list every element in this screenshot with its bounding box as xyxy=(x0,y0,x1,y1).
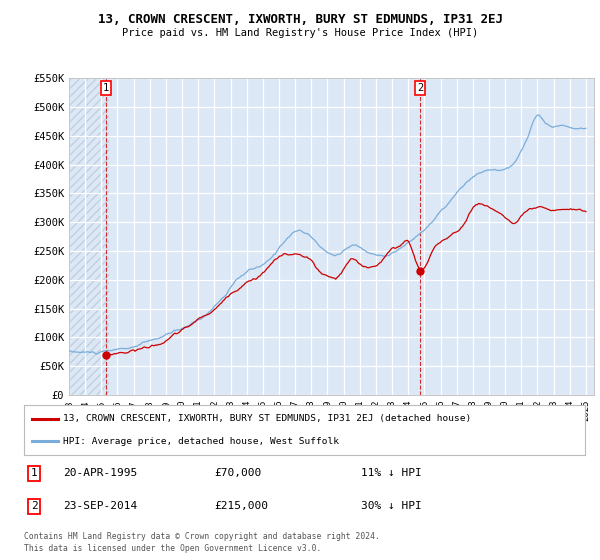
Text: 13, CROWN CRESCENT, IXWORTH, BURY ST EDMUNDS, IP31 2EJ (detached house): 13, CROWN CRESCENT, IXWORTH, BURY ST EDM… xyxy=(63,414,472,423)
Text: 13, CROWN CRESCENT, IXWORTH, BURY ST EDMUNDS, IP31 2EJ: 13, CROWN CRESCENT, IXWORTH, BURY ST EDM… xyxy=(97,13,503,26)
Text: 2: 2 xyxy=(31,501,37,511)
Text: 11% ↓ HPI: 11% ↓ HPI xyxy=(361,468,421,478)
Text: Price paid vs. HM Land Registry's House Price Index (HPI): Price paid vs. HM Land Registry's House … xyxy=(122,28,478,38)
Text: This data is licensed under the Open Government Licence v3.0.: This data is licensed under the Open Gov… xyxy=(24,544,322,553)
Text: £215,000: £215,000 xyxy=(215,501,269,511)
Text: 2: 2 xyxy=(417,83,423,93)
Text: 30% ↓ HPI: 30% ↓ HPI xyxy=(361,501,421,511)
Text: HPI: Average price, detached house, West Suffolk: HPI: Average price, detached house, West… xyxy=(63,437,339,446)
Text: 1: 1 xyxy=(31,468,37,478)
Text: 1: 1 xyxy=(103,83,109,93)
Bar xyxy=(69,78,109,395)
Text: 23-SEP-2014: 23-SEP-2014 xyxy=(63,501,137,511)
Text: Contains HM Land Registry data © Crown copyright and database right 2024.: Contains HM Land Registry data © Crown c… xyxy=(24,532,380,541)
Text: £70,000: £70,000 xyxy=(215,468,262,478)
Text: 20-APR-1995: 20-APR-1995 xyxy=(63,468,137,478)
